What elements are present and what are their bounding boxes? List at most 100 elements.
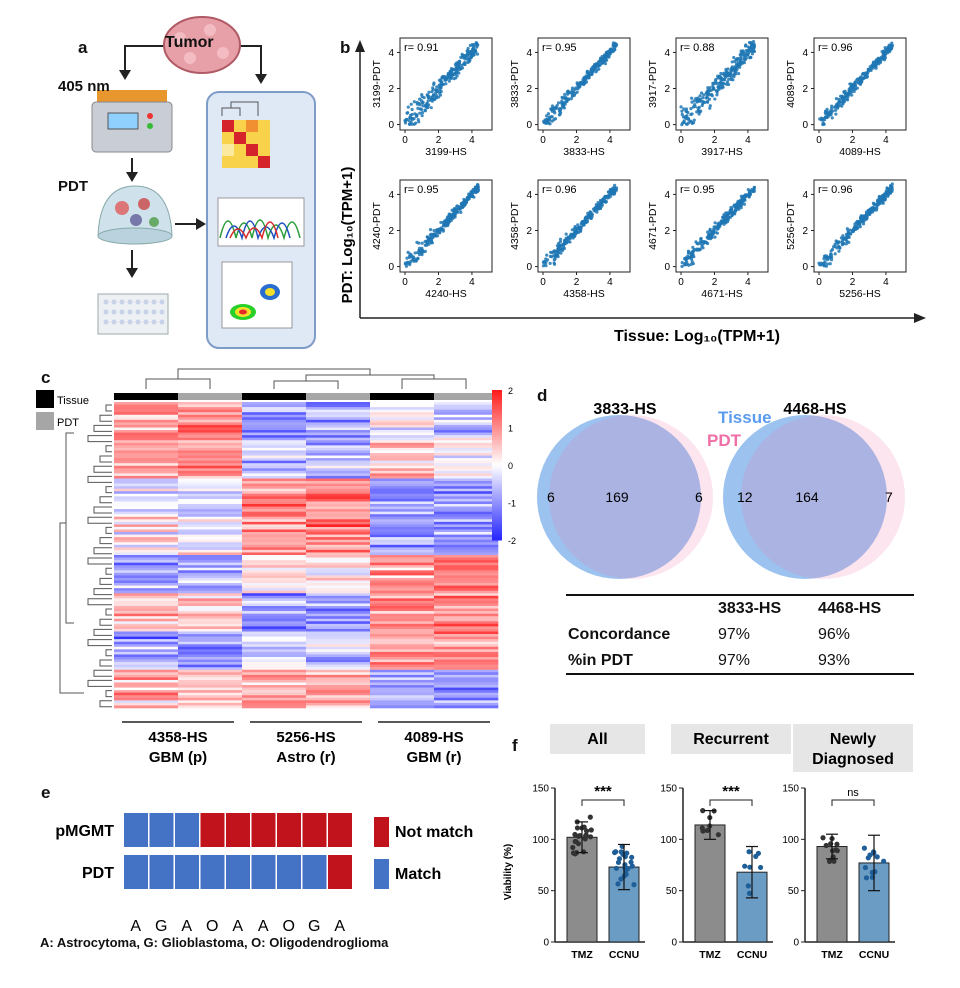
heatmap-cell xyxy=(306,483,371,487)
x-tick-label: 0 xyxy=(678,135,684,146)
heatmap-cell xyxy=(114,534,179,538)
heatmap-cell xyxy=(178,685,243,688)
data-point xyxy=(575,841,582,847)
scatter-point xyxy=(837,97,841,101)
scatter-point xyxy=(708,228,712,232)
scatter-point xyxy=(701,96,705,100)
scatter-point xyxy=(713,221,717,225)
scatter-point xyxy=(699,236,703,241)
heatmap-cell xyxy=(370,606,435,609)
heatmap-cell xyxy=(242,442,307,446)
heatmap-cell xyxy=(242,585,307,589)
heatmap-cell xyxy=(114,412,179,416)
grid-cell-match xyxy=(302,855,327,889)
heatmap-cell xyxy=(178,603,243,607)
heatmap-cell xyxy=(434,588,499,591)
scatter-point xyxy=(728,208,732,212)
heatmap-cell xyxy=(434,555,499,558)
heatmap-cell xyxy=(242,404,307,408)
heatmap-cell xyxy=(434,677,499,681)
scatter-point xyxy=(835,105,839,109)
scatter-point xyxy=(705,94,709,98)
heatmap-cell xyxy=(434,483,499,487)
scatter-point xyxy=(879,197,883,201)
heatmap-cell xyxy=(434,424,499,428)
heatmap-cell xyxy=(178,465,243,469)
scatter-point xyxy=(737,71,741,76)
colorbar-segment xyxy=(492,477,502,481)
heatmap-cell xyxy=(434,488,499,492)
heatmap-cell xyxy=(114,687,179,691)
pdt-step-label: PDT xyxy=(58,178,88,195)
heatmap-cell xyxy=(242,608,307,612)
scatter-point xyxy=(722,71,726,75)
y-tick-label: 2 xyxy=(388,84,394,95)
scatter-point xyxy=(410,122,414,126)
scatter-point xyxy=(752,49,757,54)
heatmap-cell xyxy=(242,593,307,597)
scatter-point xyxy=(417,241,421,245)
heatmap-cell xyxy=(434,641,499,645)
heatmap-cell xyxy=(434,414,499,418)
heatmap-cell xyxy=(178,695,243,699)
heatmap-cell xyxy=(306,631,371,635)
table-row-label: %in PDT xyxy=(568,652,633,669)
heatmap-cell xyxy=(306,458,371,461)
scatter-point xyxy=(884,48,889,52)
heatmap-cell xyxy=(306,432,371,436)
heatmap-cell xyxy=(114,483,179,487)
heatmap-cell xyxy=(306,539,371,543)
heatmap-cell xyxy=(178,511,243,515)
scatter-point xyxy=(584,220,588,225)
heatmap-cell xyxy=(306,547,371,551)
scatter-point xyxy=(821,262,825,266)
heatmap-cell xyxy=(178,677,243,681)
scatter-point xyxy=(603,62,608,66)
dendro-branch xyxy=(105,486,112,494)
scatter-point xyxy=(467,60,471,64)
y-tick-label: 4 xyxy=(526,190,532,201)
sig-label: *** xyxy=(722,783,740,800)
heatmap-cell xyxy=(242,506,307,510)
subtype-letter: A xyxy=(130,918,141,935)
scatter-point xyxy=(752,188,756,192)
heatmap-cell xyxy=(434,450,499,454)
heatmap-cell xyxy=(306,590,371,594)
heatmap-cell xyxy=(306,659,371,663)
scatter-point xyxy=(705,100,710,104)
scatter-point xyxy=(851,87,855,91)
heatmap-cell xyxy=(434,470,499,474)
heatmap-cell xyxy=(114,631,179,635)
scatter-point xyxy=(613,190,617,195)
heatmap-cell xyxy=(242,427,307,431)
scatter-point xyxy=(881,201,885,205)
heatmap-cell xyxy=(434,402,499,405)
scatter-r-value: r= 0.95 xyxy=(680,184,715,196)
scatter-point xyxy=(572,232,576,236)
heatmap-cell xyxy=(178,690,243,693)
scatter-point xyxy=(552,254,556,258)
heatmap-cell xyxy=(306,427,371,431)
heatmap-cell xyxy=(434,501,499,505)
chart-title: Newly xyxy=(830,731,876,748)
scatter-point xyxy=(841,96,845,101)
scatter-point xyxy=(824,115,829,120)
scatter-point xyxy=(694,97,698,101)
scatter-point xyxy=(444,219,448,223)
heatmap-cell xyxy=(434,580,499,584)
heatmap-cell xyxy=(434,529,499,533)
colorbar-segment xyxy=(492,435,502,438)
scatter-point xyxy=(821,121,825,125)
heatmap-cell xyxy=(306,453,371,456)
heatmap-cell xyxy=(434,603,499,607)
scatter-point xyxy=(406,105,410,109)
colorbar-segment xyxy=(492,395,502,398)
scatter-point xyxy=(720,220,724,224)
scatter-point xyxy=(471,46,475,50)
heatmap-cell xyxy=(114,649,179,653)
heatmap-cell xyxy=(114,532,179,535)
arrow-right xyxy=(240,45,262,78)
heatmap-cell xyxy=(178,580,243,584)
venn-tissue-circle xyxy=(537,415,701,579)
